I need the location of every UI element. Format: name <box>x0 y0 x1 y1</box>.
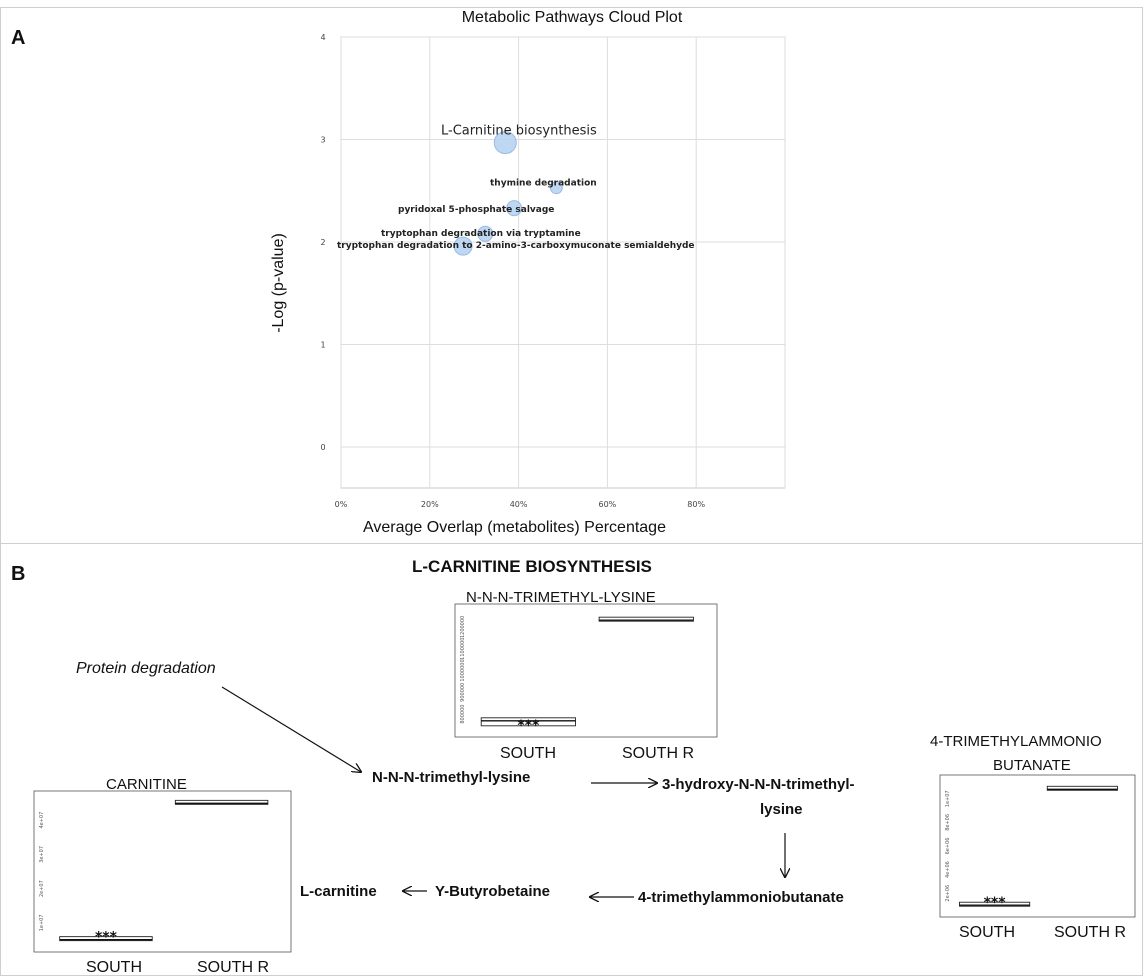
box-element <box>1046 785 1118 791</box>
x-tick-label: 0% <box>335 500 348 509</box>
boxplot-1-cat-south-r: SOUTH R <box>622 745 694 762</box>
y-tick-label: 4 <box>320 33 325 42</box>
y-tick-label: 3 <box>320 136 325 145</box>
node-hydroxy-line2: lysine <box>760 801 803 818</box>
bubble-point <box>506 200 523 217</box>
boxplot-tick-label: 900000 <box>460 683 466 702</box>
x-tick-label: 60% <box>599 500 617 509</box>
pathway-title: L-CARNITINE BIOSYNTHESIS <box>412 557 652 576</box>
boxplot-3-cat-south: SOUTH <box>86 959 142 976</box>
boxplot-3-cat-south-r: SOUTH R <box>197 959 269 976</box>
protein-degradation-label: Protein degradation <box>76 660 216 677</box>
boxplot-tick-label: 1e+07 <box>945 790 951 807</box>
panel-b-letter: B <box>11 563 26 585</box>
boxplot-1-title: N-N-N-TRIMETHYL-LYSINE <box>466 589 656 606</box>
box-element <box>598 616 694 622</box>
boxplot-tick-label: 3e+07 <box>39 846 45 863</box>
x-tick-label: 80% <box>687 500 705 509</box>
boxplot-frame <box>33 790 292 953</box>
bubble-label: tryptophan degradation to 2-amino-3-carb… <box>337 241 695 251</box>
boxplot-frame <box>939 774 1136 918</box>
panel-a-letter: A <box>11 27 26 49</box>
x-tick-label: 20% <box>421 500 439 509</box>
y-tick-label: 2 <box>320 238 325 247</box>
boxplot-tick-label: 800000 <box>460 705 466 724</box>
bubble-point <box>453 236 473 256</box>
bubble-label: L-Carnitine biosynthesis <box>441 124 597 139</box>
bubble-point <box>493 131 517 155</box>
boxplot-frame <box>454 603 718 738</box>
boxplot-tick-label: 1000000 <box>460 659 466 681</box>
boxplot-1-cat-south: SOUTH <box>500 745 556 762</box>
node-trimethyl-lysine: N-N-N-trimethyl-lysine <box>372 769 531 786</box>
box-element <box>480 717 576 727</box>
boxplot-tick-label: 4e+06 <box>945 861 951 878</box>
bubble-label: tryptophan degradation via tryptamine <box>381 229 581 239</box>
x-tick-label: 40% <box>510 500 528 509</box>
significance-stars: *** <box>95 930 118 946</box>
node-carnitine: L-carnitine <box>300 883 377 900</box>
arrow-protein-to-lysine <box>221 686 361 772</box>
boxplot-2-cat-south-r: SOUTH R <box>1054 924 1126 941</box>
bubble-point <box>549 181 563 195</box>
significance-stars: *** <box>517 718 540 734</box>
boxplot-tick-label: 2e+06 <box>945 885 951 902</box>
significance-stars: *** <box>984 895 1007 911</box>
bubble-label: pyridoxal 5-phosphate salvage <box>398 205 554 215</box>
boxplot-2-title-line1: 4-TRIMETHYLAMMONIO <box>930 733 1102 750</box>
boxplot-tick-label: 2e+07 <box>39 880 45 897</box>
boxplot-3-title: CARNITINE <box>106 776 187 793</box>
boxplot-3: 1e+07 2e+07 3e+07 4e+07 *** <box>33 790 292 953</box>
boxplot-tick-label: 8e+06 <box>945 814 951 831</box>
boxplot-tick-label: 1200000 <box>460 616 466 638</box>
boxplot-2: 2e+06 4e+06 6e+06 8e+06 1e+07 *** <box>939 774 1136 918</box>
box-element <box>959 901 1031 907</box>
cloud-plot-title: Metabolic Pathways Cloud Plot <box>461 9 683 26</box>
box-element <box>59 936 153 942</box>
cloud-plot-xlabel: Average Overlap (metabolites) Percentage <box>363 519 666 536</box>
node-tmab: 4-trimethylammoniobutanate <box>638 889 844 906</box>
y-tick-label: 0 <box>320 443 325 452</box>
boxplot-tick-label: 6e+06 <box>945 838 951 855</box>
box-element <box>174 799 269 805</box>
boxplot-tick-label: 4e+07 <box>39 812 45 829</box>
bubble-point <box>477 225 494 242</box>
bubble-label: thymine degradation <box>490 179 597 189</box>
boxplot-2-cat-south: SOUTH <box>959 924 1015 941</box>
boxplot-2-title-line2: BUTANATE <box>993 757 1071 774</box>
boxplot-tick-label: 1e+07 <box>39 914 45 931</box>
y-tick-label: 1 <box>320 341 325 350</box>
node-butyrobetaine: Υ-Butyrobetaine <box>435 883 551 900</box>
boxplot-tick-label: 1100000 <box>460 638 466 660</box>
node-hydroxy-line1: 3-hydroxy-N-N-N-trimethyl- <box>662 776 855 793</box>
